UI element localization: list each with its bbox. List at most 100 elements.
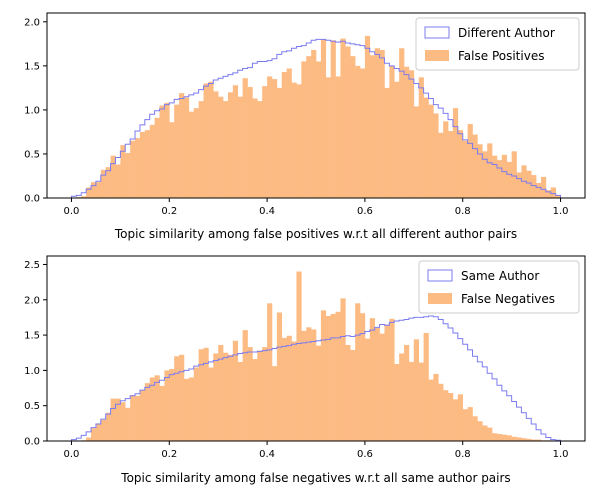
bar xyxy=(193,108,199,198)
x-tick-label: 0.4 xyxy=(259,206,275,217)
bar xyxy=(252,359,258,441)
bar xyxy=(320,310,327,441)
bar xyxy=(506,435,512,441)
bar xyxy=(477,144,483,198)
bar xyxy=(306,56,312,198)
bar xyxy=(355,65,361,198)
bar xyxy=(100,419,106,441)
bar xyxy=(110,398,116,441)
bar xyxy=(516,437,522,441)
bar xyxy=(404,344,410,441)
bar xyxy=(257,350,263,441)
bar xyxy=(135,138,141,198)
y-tick-label: 1.5 xyxy=(24,61,40,72)
bar xyxy=(159,105,165,198)
bar xyxy=(105,412,111,441)
bar xyxy=(496,433,503,441)
bar xyxy=(316,345,322,441)
legend-swatch-bar xyxy=(425,50,449,61)
x-tick-label: 0.0 xyxy=(64,206,80,217)
bar xyxy=(301,330,307,441)
bar xyxy=(311,329,317,441)
legend-box xyxy=(415,17,580,71)
bar xyxy=(452,108,459,198)
bar xyxy=(394,364,400,441)
bar xyxy=(340,38,346,198)
bar xyxy=(330,40,336,199)
bar xyxy=(179,93,185,198)
bar xyxy=(296,84,302,198)
x-tick-label: 0.8 xyxy=(455,206,471,217)
bar xyxy=(350,56,356,198)
bar xyxy=(413,106,420,198)
bar xyxy=(208,81,214,198)
x-tick-label: 0.2 xyxy=(161,206,177,217)
bar xyxy=(159,385,165,441)
bar xyxy=(198,101,204,198)
bar xyxy=(105,167,111,198)
bar xyxy=(550,187,556,198)
y-tick-label: 0.5 xyxy=(24,401,40,412)
bar xyxy=(452,399,459,441)
bar xyxy=(262,347,268,441)
bar xyxy=(521,438,527,441)
bar xyxy=(281,72,287,198)
x-tick-label: 1.0 xyxy=(553,206,569,217)
bar xyxy=(232,85,239,198)
bar xyxy=(91,182,97,198)
bar xyxy=(423,332,429,441)
bar xyxy=(164,102,170,198)
bar xyxy=(281,337,287,441)
bar xyxy=(379,50,385,198)
bar xyxy=(457,130,464,198)
bar xyxy=(223,101,229,198)
bar xyxy=(218,344,224,441)
bar xyxy=(130,140,136,198)
bar xyxy=(252,98,258,198)
bar xyxy=(237,96,243,198)
legend: Different Author False Positives xyxy=(415,17,580,71)
bar xyxy=(135,395,141,441)
bar xyxy=(183,378,190,441)
bars-false-positives xyxy=(76,35,561,199)
bar xyxy=(531,175,537,198)
bar xyxy=(149,124,155,198)
x-tick-label: 1.0 xyxy=(553,449,569,460)
step-line-same-author xyxy=(70,315,562,441)
bar xyxy=(501,154,508,198)
bar xyxy=(536,183,542,198)
bar xyxy=(296,271,302,441)
bar xyxy=(139,390,146,441)
bar xyxy=(526,170,532,198)
bar xyxy=(526,438,532,441)
bar xyxy=(374,328,380,441)
bar xyxy=(408,361,415,441)
bar xyxy=(110,155,116,198)
bar xyxy=(125,153,131,198)
bar xyxy=(467,407,473,441)
bar xyxy=(242,78,248,198)
bar xyxy=(291,341,297,441)
bar xyxy=(360,313,366,441)
bar xyxy=(511,151,517,198)
bar xyxy=(149,377,155,441)
x-tick-label: 0.6 xyxy=(357,206,373,217)
bar xyxy=(316,61,322,199)
chart-same-author: 0.0 0.2 0.4 0.6 0.8 1.0 0.0 0.5 1.0 1.5 2.0 2.5 Topi… xyxy=(24,255,586,485)
bar xyxy=(536,439,542,441)
bar xyxy=(364,35,371,199)
bar xyxy=(179,354,185,441)
bar xyxy=(389,65,395,198)
bar xyxy=(95,182,102,198)
bar xyxy=(545,190,552,198)
bar xyxy=(120,145,126,198)
bar xyxy=(511,436,517,441)
bar xyxy=(355,303,361,441)
bar xyxy=(369,318,375,441)
bar xyxy=(174,104,180,198)
bar xyxy=(91,428,97,441)
legend-label: Different Author xyxy=(458,26,555,40)
bar xyxy=(115,164,121,198)
bar xyxy=(218,96,224,198)
